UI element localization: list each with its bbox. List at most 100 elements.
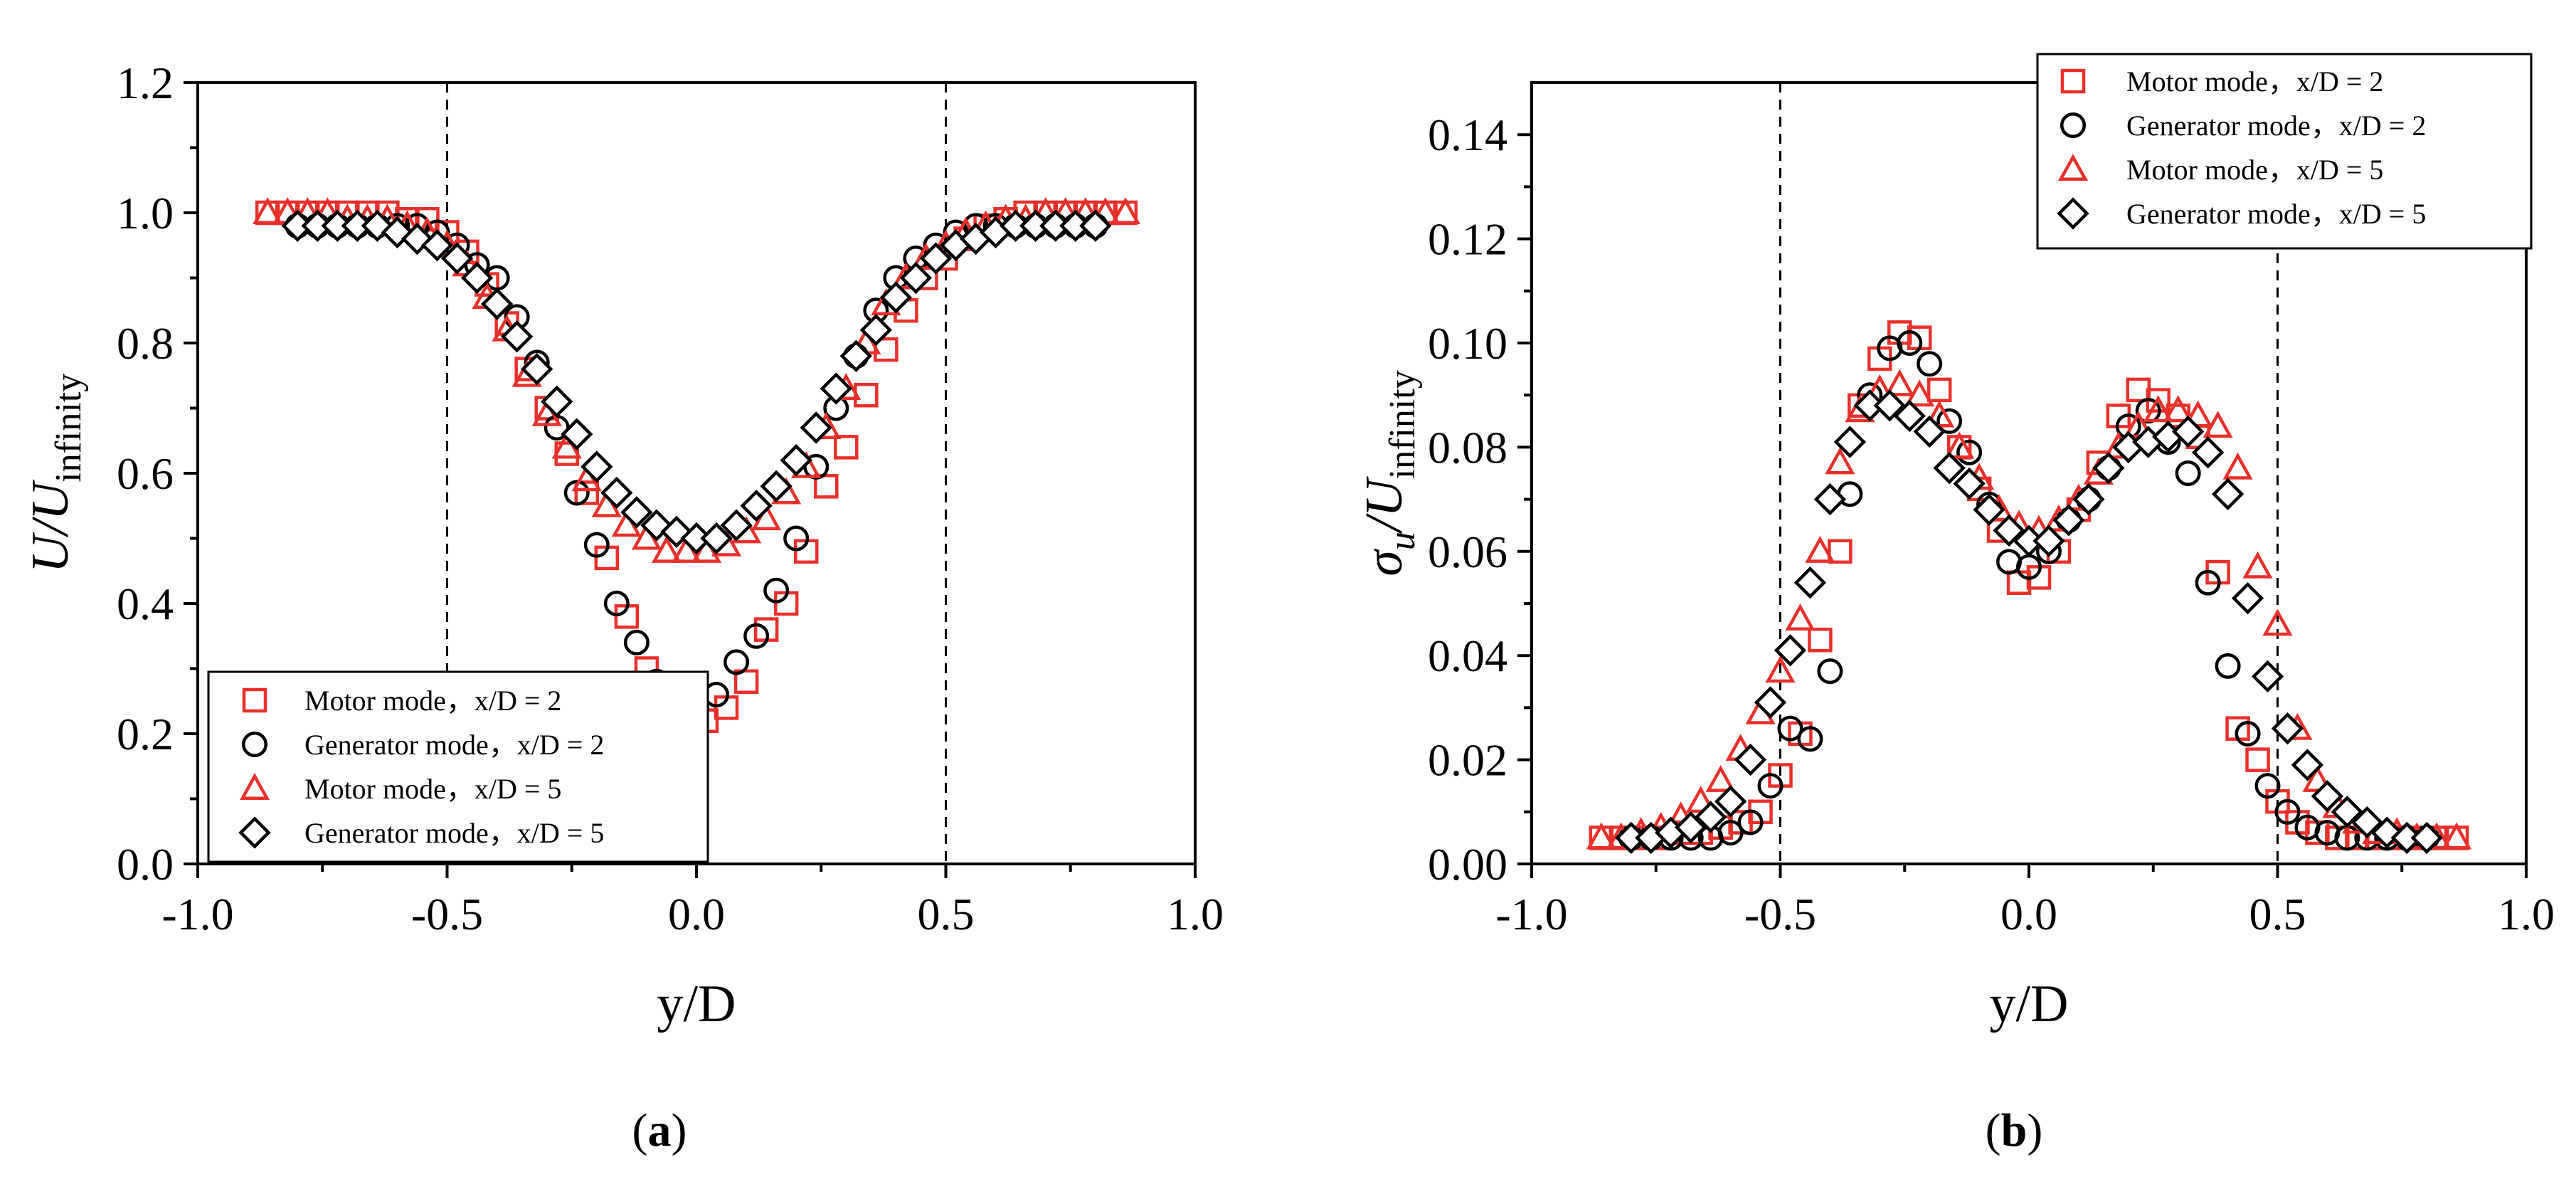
data-point <box>1777 715 1803 742</box>
data-point <box>2331 796 2364 828</box>
data-point <box>1586 822 1616 850</box>
data-point <box>700 522 733 555</box>
panel-a: -1.0 -0.5 0.0 0.5 1.0 0.0 0.2 0.4 0.6 0.8 1.0 1.2 y/… <box>21 58 1224 1156</box>
data-point <box>1873 389 1906 422</box>
data-point <box>581 450 613 483</box>
series-diamond <box>1615 389 2443 855</box>
data-point <box>2442 822 2472 850</box>
data-point <box>1793 566 1827 599</box>
data-point <box>2245 747 2270 772</box>
x-tick-label: 0.0 <box>2000 889 2057 939</box>
y-tick-label: 0.00 <box>1428 839 1507 890</box>
data-point <box>743 623 770 649</box>
legend-marker-triangle <box>239 773 270 801</box>
legend-entry-label: Generator mode，x/D = 2 <box>2126 110 2426 142</box>
data-point <box>1885 369 1915 396</box>
data-point <box>2052 504 2085 537</box>
legend-marker-diamond <box>238 816 271 849</box>
data-point <box>839 339 873 372</box>
x-axis-label: y/D <box>1990 975 2069 1033</box>
series-diamond <box>281 209 1112 555</box>
data-point <box>859 314 893 347</box>
y-tick-label: 0.06 <box>1428 527 1507 577</box>
y-tick-label: 0.2 <box>117 709 174 759</box>
data-point <box>561 418 593 450</box>
data-point <box>1993 514 2025 547</box>
data-point <box>2191 436 2225 469</box>
data-point <box>1674 811 1707 844</box>
data-point <box>2251 660 2284 693</box>
x-tick-label: -1.0 <box>1495 889 1567 939</box>
y-tick-label: 1.2 <box>117 58 174 108</box>
data-point <box>2410 821 2443 855</box>
data-point <box>1813 482 1847 516</box>
data-point <box>541 385 573 418</box>
data-point <box>2222 452 2253 480</box>
panel-caption: (b) <box>1986 1104 2043 1156</box>
data-point <box>1805 535 1835 563</box>
data-point <box>780 444 812 477</box>
data-point <box>1705 764 1736 792</box>
legend-entry-label: Generator mode，x/D = 5 <box>304 817 604 849</box>
data-point <box>520 352 553 386</box>
data-point <box>2291 749 2324 781</box>
data-point <box>1717 820 1744 846</box>
y-tick-label: 0.14 <box>1428 110 1507 160</box>
x-axis-label: y/D <box>657 975 736 1033</box>
data-point <box>760 470 793 502</box>
legend: Motor mode，x/D = 2 Generator mode，x/D = 2… <box>207 670 709 863</box>
data-point <box>480 288 514 320</box>
data-point <box>2242 551 2273 579</box>
data-point <box>1734 743 1767 776</box>
data-point <box>460 261 494 295</box>
y-tick-label: 0.8 <box>117 318 174 369</box>
data-point <box>1110 197 1140 225</box>
x-tick-label: 1.0 <box>1167 889 1224 939</box>
data-point <box>820 372 852 405</box>
data-point <box>2235 721 2261 747</box>
legend-marker-triangle <box>2057 154 2089 181</box>
legend-entry-label: Motor mode，x/D = 2 <box>304 685 561 717</box>
y-tick-label: 1.0 <box>117 188 174 238</box>
data-point <box>2262 608 2293 636</box>
data-point <box>800 411 832 444</box>
data-point <box>783 525 810 552</box>
x-tick-label: -0.5 <box>1744 889 1816 939</box>
panel-caption: (a) <box>632 1104 687 1156</box>
legend-box <box>207 670 709 863</box>
data-point <box>2072 482 2105 516</box>
data-point <box>1973 493 2005 526</box>
data-point <box>834 435 859 460</box>
data-point <box>1893 399 1926 433</box>
data-point <box>2271 712 2304 745</box>
data-point <box>1694 801 1727 833</box>
y-tick-label: 0.12 <box>1428 214 1507 265</box>
data-point <box>574 480 600 505</box>
legend: Motor mode，x/D = 2 Generator mode，x/D = 2… <box>2036 53 2533 250</box>
data-point <box>1754 686 1787 719</box>
data-point <box>1808 627 1833 653</box>
legend-entry-label: Motor mode，x/D = 5 <box>304 773 561 805</box>
data-point <box>1936 408 1963 434</box>
data-point <box>420 229 454 262</box>
data-point <box>2175 460 2201 486</box>
data-point <box>720 509 753 542</box>
data-point <box>1817 658 1843 685</box>
legend-entry-label: Generator mode，x/D = 5 <box>2126 198 2426 230</box>
data-point <box>620 496 653 529</box>
data-point <box>2092 451 2125 485</box>
data-point <box>2254 773 2281 799</box>
data-point <box>2143 395 2173 423</box>
data-point <box>1714 785 1747 818</box>
legend-marker-square <box>242 687 267 713</box>
data-point <box>740 490 773 522</box>
data-point <box>814 474 839 499</box>
data-point <box>723 649 750 675</box>
data-point <box>1833 426 1867 458</box>
legend-marker-square <box>2060 68 2086 94</box>
data-point <box>1897 330 1923 356</box>
x-tick-label: 0.0 <box>668 889 725 939</box>
data-point <box>651 535 682 563</box>
legend-marker-diamond <box>2057 197 2089 230</box>
data-point <box>2163 395 2193 423</box>
